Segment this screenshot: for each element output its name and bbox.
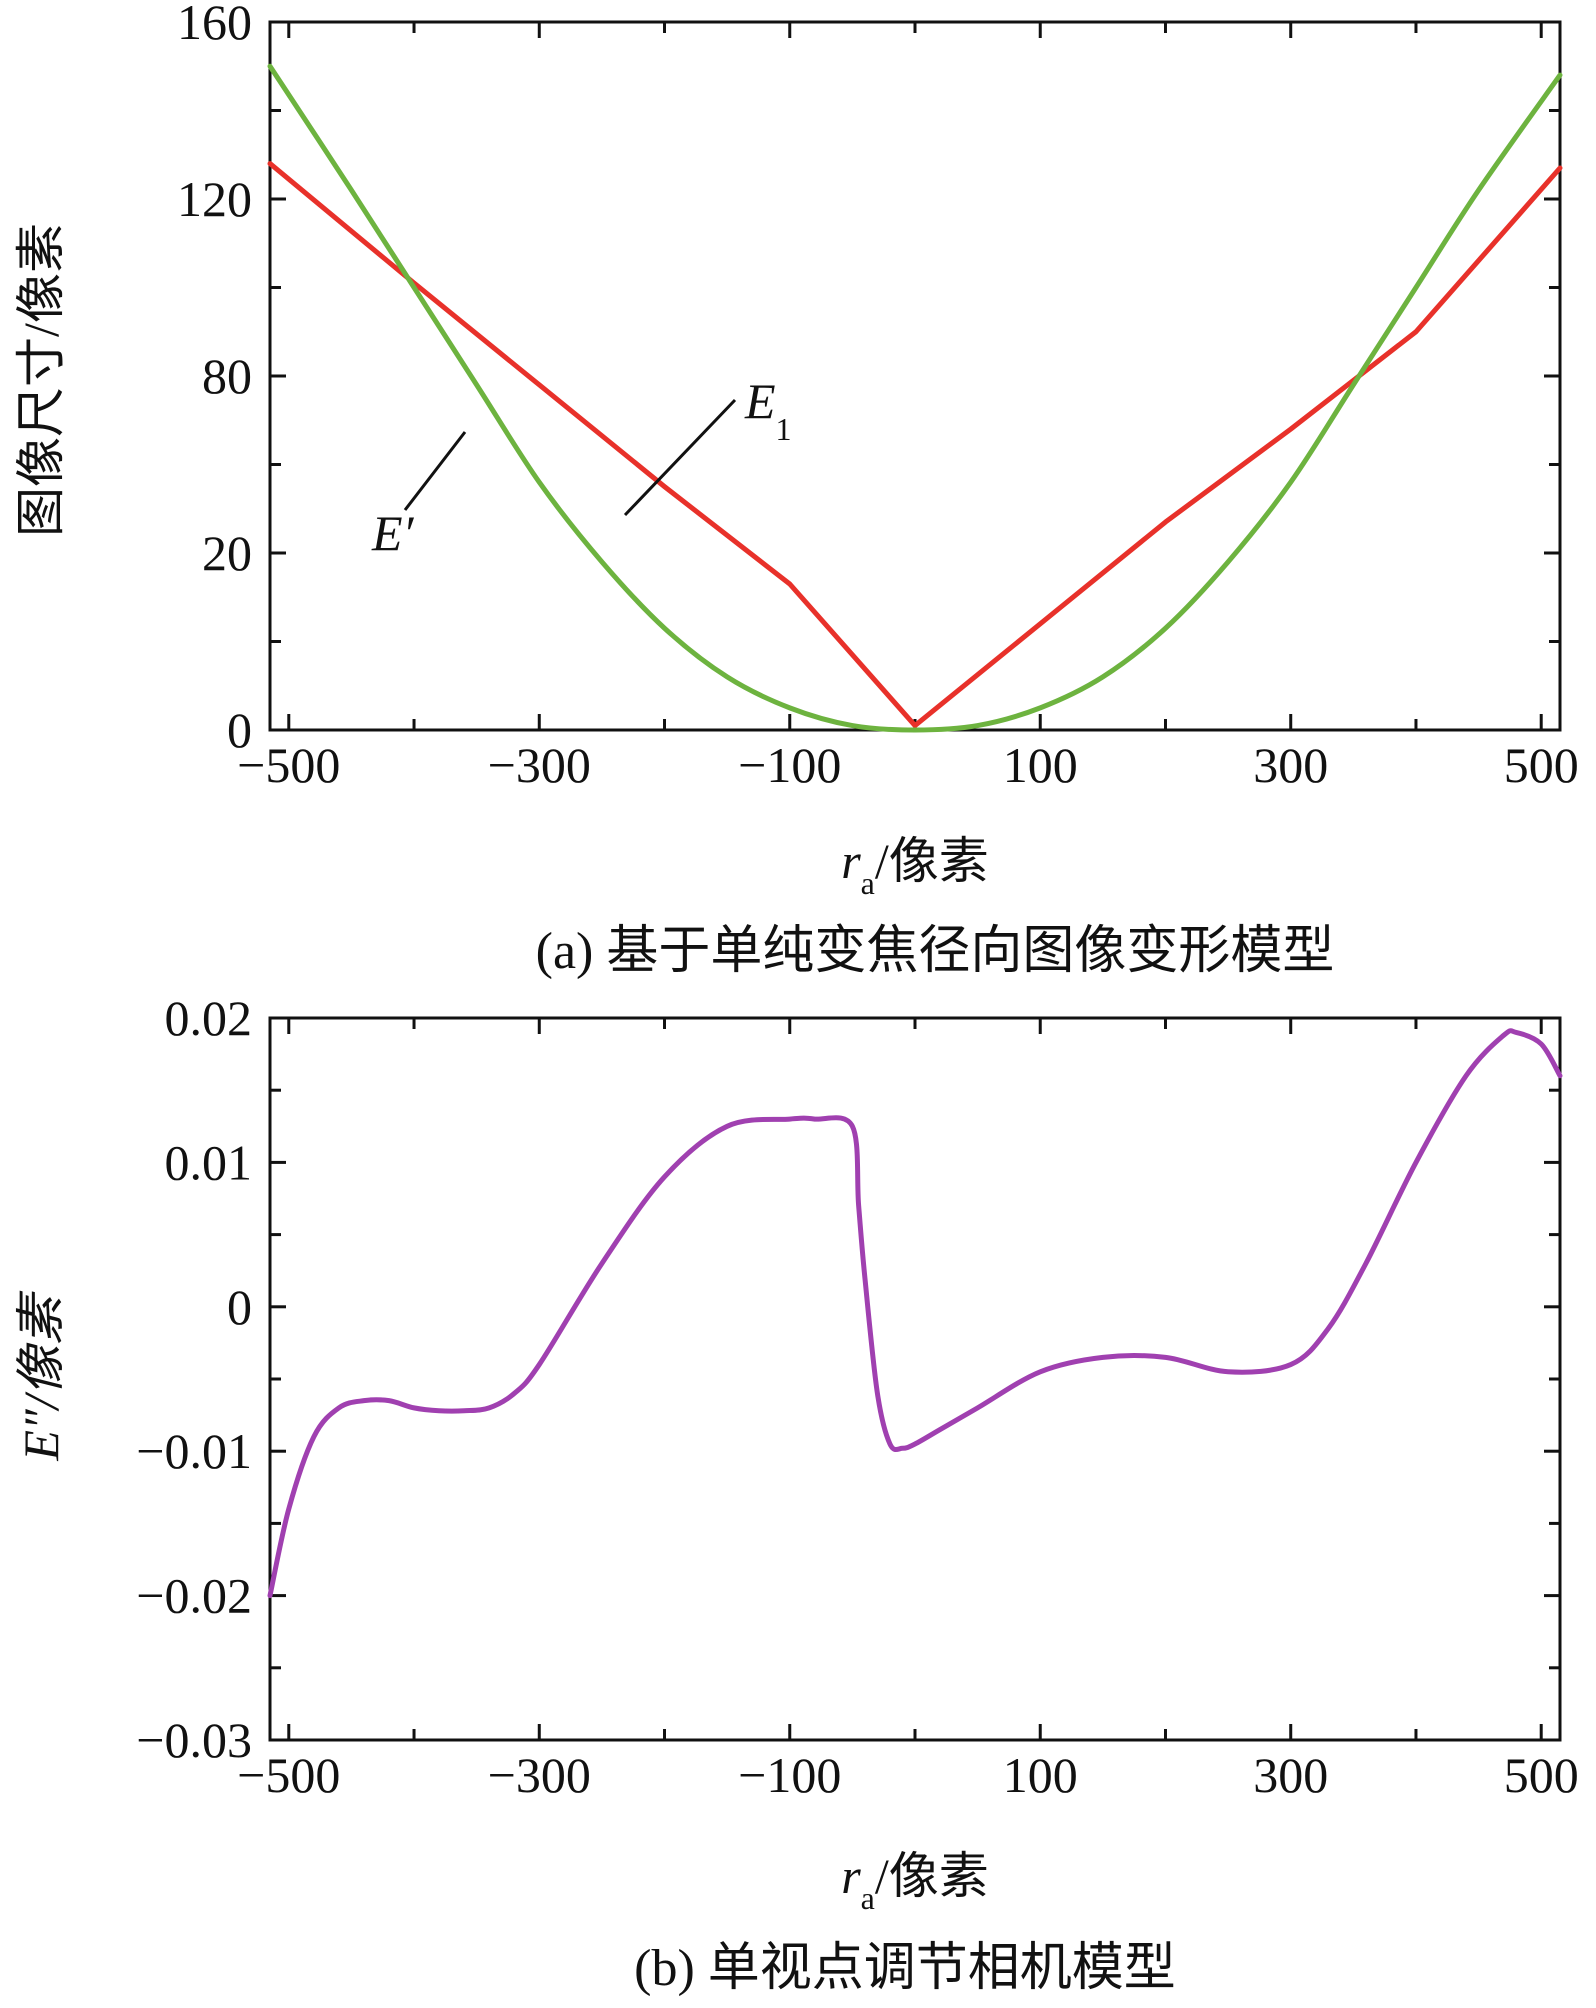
eprime-pointer-line [403, 431, 467, 511]
plot-frame-b [268, 1016, 1562, 1742]
x-tick-label-b: −500 [237, 1747, 340, 1803]
y-tick-label-b: −0.01 [136, 1423, 252, 1479]
e1-pointer-line [623, 398, 737, 517]
y-tick-label-b: 0 [227, 1279, 252, 1335]
y-tick-label-a: 80 [202, 348, 252, 404]
series-group-a [267, 63, 1563, 733]
series-line-e-a [267, 63, 1563, 733]
y-tick-label-a: 160 [177, 0, 252, 50]
y-tick-label-a: 0 [227, 702, 252, 758]
tick-marks-b [270, 1016, 1560, 1742]
x-tick-label-b: −300 [488, 1747, 591, 1803]
x-tick-label-b: 300 [1253, 1747, 1328, 1803]
x-tick-label-a: −300 [488, 737, 591, 793]
x-axis-title-b: ra/像素 [841, 1848, 989, 1916]
series-line-e1-a [267, 161, 1563, 729]
y-tick-label-a: 20 [202, 525, 252, 581]
x-tick-label-a: 100 [1003, 737, 1078, 793]
y-tick-label-a: 120 [177, 171, 252, 227]
series-line-e-b [267, 1028, 1563, 1599]
x-tick-label-b: −100 [738, 1747, 841, 1803]
x-tick-label-a: −500 [237, 737, 340, 793]
e1-label: E1 [744, 373, 792, 447]
eprime-label: E′ [371, 505, 415, 561]
x-tick-label-b: 500 [1504, 1747, 1579, 1803]
tick-labels-a: −500 −300 −100 100 300 500 0 20 80 120 160 [177, 0, 1579, 793]
x-tick-label-b: 100 [1003, 1747, 1078, 1803]
tick-marks-a [270, 20, 1560, 732]
tick-labels-b: −500 −300 −100 100 300 500 −0.03 −0.02 −0.01 0 0.0… [136, 990, 1578, 1803]
x-tick-label-a: −100 [738, 737, 841, 793]
y-tick-label-b: 0.02 [165, 990, 253, 1046]
x-axis-title-a: ra/像素 [841, 833, 989, 901]
panel-a: −500 −300 −100 100 300 500 0 20 80 120 160 E1 E′ 图… [13, 0, 1579, 980]
panel-b: −500 −300 −100 100 300 500 −0.03 −0.02 −0.01 0 0.0… [13, 990, 1579, 1997]
plot-frame-a [268, 20, 1562, 732]
caption-a: (a) 基于单纯变焦径向图像变形模型 [536, 923, 1335, 980]
x-tick-label-a: 300 [1253, 737, 1328, 793]
y-tick-label-b: 0.01 [165, 1134, 253, 1190]
series-group-b [267, 1028, 1563, 1599]
x-tick-label-a: 500 [1504, 737, 1579, 793]
y-axis-title-b: E″/像素 [13, 1290, 69, 1461]
y-tick-label-b: −0.02 [136, 1568, 252, 1624]
y-tick-label-b: −0.03 [136, 1712, 252, 1768]
caption-b: (b) 单视点调节相机模型 [634, 1940, 1176, 1997]
y-axis-title-a: 图像尺寸/像素 [13, 223, 69, 537]
